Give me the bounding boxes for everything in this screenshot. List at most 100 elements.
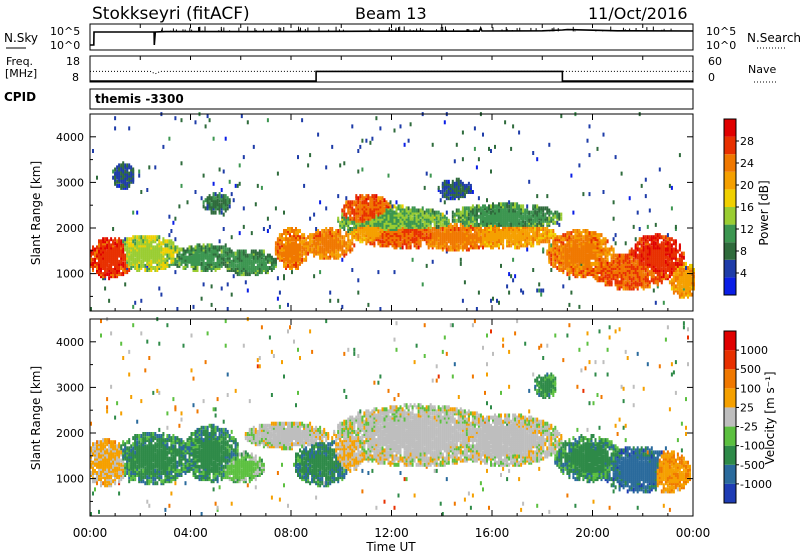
- heatmap-cell: [200, 255, 203, 260]
- heatmap-cell: [120, 266, 123, 270]
- heatmap-cell: [283, 237, 285, 242]
- heatmap-cell: [327, 243, 330, 248]
- heatmap-cell: [317, 231, 320, 236]
- heatmap-cell: [307, 235, 310, 240]
- heatmap-cell: [552, 212, 555, 217]
- heatmap-cell: [242, 266, 245, 270]
- heatmap-cell: [632, 224, 635, 229]
- heatmap-cell: [194, 257, 197, 262]
- heatmap-cell: [260, 259, 263, 264]
- heatmap-cell: [393, 204, 396, 209]
- heatmap-cell: [315, 241, 318, 246]
- heatmap-cell: [584, 229, 587, 233]
- heatmap-cell: [451, 214, 454, 219]
- heatmap-cell: [335, 239, 338, 244]
- heatmap-cell: [620, 263, 623, 268]
- heatmap-cell: [110, 266, 113, 270]
- heatmap-cell: [347, 216, 350, 221]
- heatmap-cell: [228, 247, 231, 252]
- heatmap-cell: [108, 266, 111, 270]
- heatmap-cell: [574, 229, 577, 233]
- heatmap-cell: [232, 251, 235, 256]
- heatmap-cell: [118, 243, 121, 248]
- heatmap-cell: [204, 206, 207, 211]
- heatmap-cell: [204, 124, 207, 129]
- heatmap-cell: [218, 257, 221, 262]
- heatmap-cell: [266, 216, 269, 221]
- heatmap-cell: [568, 276, 571, 281]
- heatmap-cell: [90, 257, 92, 262]
- heatmap-cell: [459, 261, 462, 266]
- heatmap-cell: [355, 196, 358, 201]
- heatmap-cell: [596, 261, 599, 266]
- heatmap-cell: [562, 284, 565, 289]
- heatmap-cell: [482, 204, 484, 209]
- heatmap-cell: [335, 253, 338, 258]
- heatmap-cell: [226, 247, 229, 252]
- heatmap-cell: [154, 251, 157, 256]
- heatmap-cell: [570, 231, 573, 236]
- heatmap-cell: [170, 261, 173, 266]
- heatmap-cell: [150, 251, 153, 256]
- heatmap-cell: [138, 266, 141, 270]
- heatmap-cell: [166, 257, 169, 262]
- heatmap-cell: [218, 210, 221, 215]
- heatmap-cell: [244, 249, 247, 254]
- heatmap-cell: [132, 255, 135, 260]
- heatmap-cell: [168, 255, 171, 260]
- heatmap-cell: [289, 247, 291, 252]
- heatmap-cell: [654, 222, 657, 227]
- heatmap-cell: [399, 124, 402, 129]
- heatmap-cell: [192, 261, 195, 266]
- heatmap-cell: [220, 245, 223, 250]
- heatmap-cell: [120, 255, 123, 260]
- heatmap-cell: [240, 114, 243, 119]
- heatmap-cell: [120, 272, 123, 277]
- heatmap-cell: [381, 196, 384, 201]
- heatmap-cell: [160, 253, 163, 258]
- heatmap-cell: [369, 222, 372, 227]
- heatmap-cell: [305, 255, 308, 260]
- heatmap-cell: [140, 259, 143, 264]
- heatmap-cell: [473, 146, 476, 151]
- heatmap-cell: [184, 257, 187, 262]
- freq-left-tick-top: 18: [66, 55, 80, 68]
- cpid-panel-frame: [89, 88, 694, 110]
- heatmap-cell: [351, 268, 354, 272]
- heatmap-cell: [520, 288, 523, 293]
- heatmap-cell: [465, 210, 468, 215]
- heatmap-cell: [558, 255, 561, 260]
- heatmap-cell: [634, 237, 637, 242]
- heatmap-cell: [140, 239, 143, 244]
- heatmap-cell: [130, 167, 133, 172]
- heatmap-cell: [124, 179, 127, 184]
- heatmap-cell: [568, 270, 571, 275]
- heatmap-cell: [301, 118, 304, 123]
- heatmap-cell: [451, 179, 454, 184]
- heatmap-cell: [530, 241, 533, 246]
- heatmap-cell: [138, 239, 141, 244]
- heatmap-cell: [226, 196, 229, 201]
- heatmap-cell: [369, 218, 372, 223]
- heatmap-cell: [383, 198, 386, 203]
- heatmap-cell: [299, 239, 301, 244]
- heatmap-cell: [325, 251, 328, 256]
- heatmap-cell: [604, 274, 607, 279]
- heatmap-cell: [240, 257, 243, 262]
- heatmap-cell: [146, 257, 149, 262]
- heatmap-cell: [176, 249, 179, 254]
- heatmap-cell: [449, 222, 452, 227]
- heatmap-cell: [630, 259, 633, 264]
- heatmap-cell: [291, 255, 293, 260]
- heatmap-cell: [449, 245, 452, 250]
- heatmap-cell: [114, 167, 117, 172]
- heatmap-cell: [473, 206, 476, 211]
- heatmap-cell: [236, 257, 239, 262]
- heatmap-cell: [124, 175, 127, 180]
- heatmap-cell: [299, 243, 301, 248]
- heatmap-cell: [134, 257, 137, 262]
- heatmap-cell: [132, 304, 135, 309]
- heatmap-cell: [92, 149, 94, 153]
- heatmap-cell: [146, 235, 149, 240]
- heatmap-cell: [218, 253, 221, 258]
